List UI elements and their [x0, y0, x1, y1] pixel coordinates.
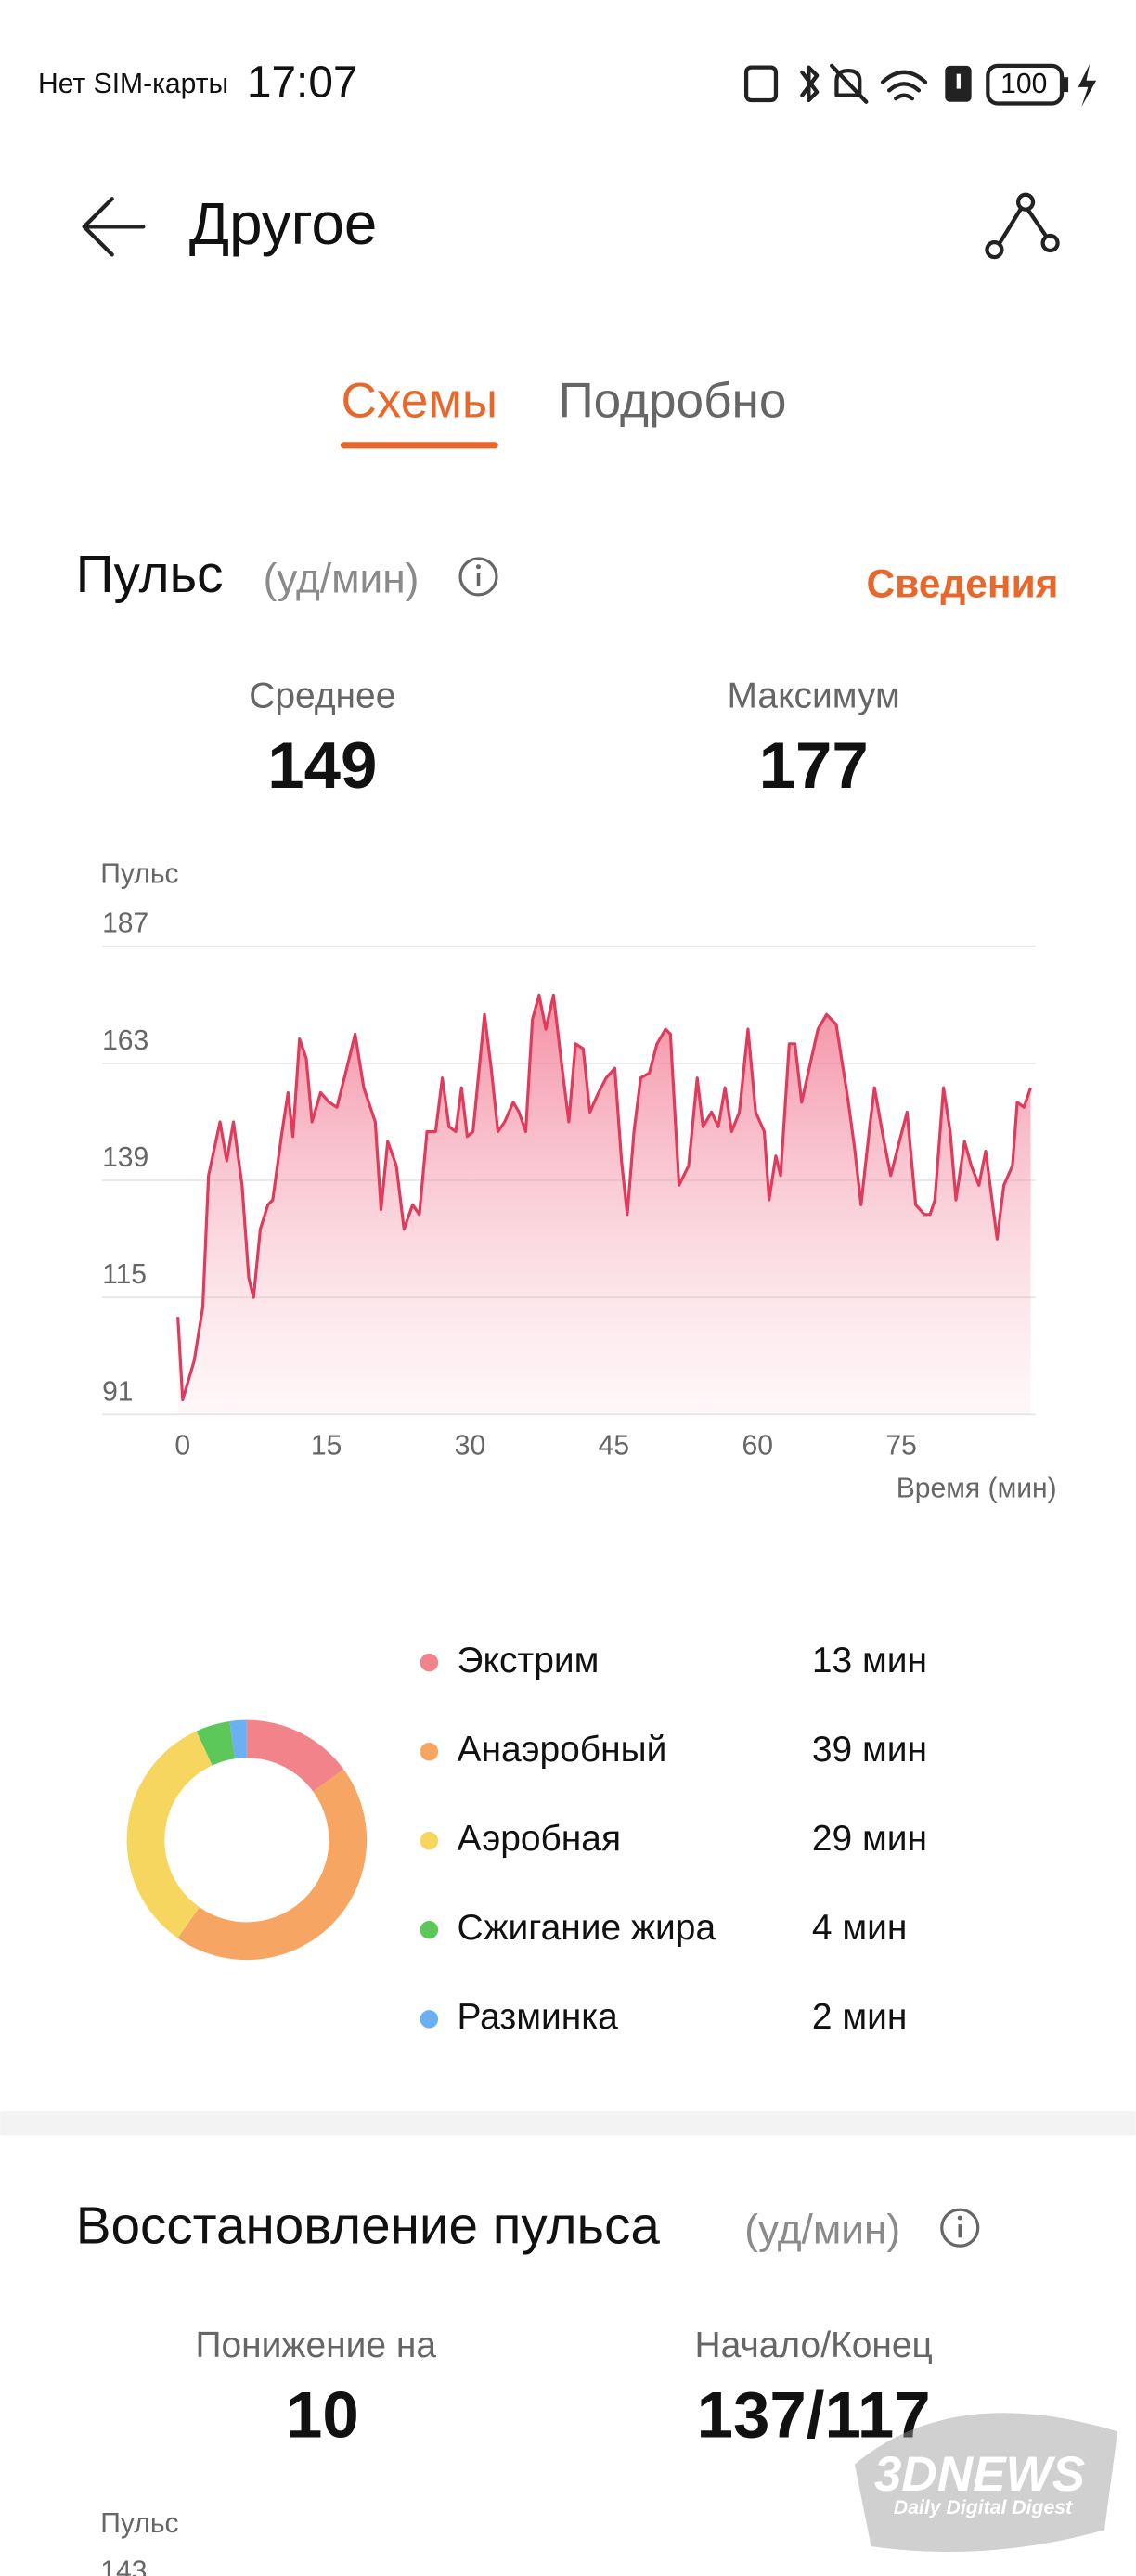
zone-duration: 29 мин [812, 1819, 927, 1859]
zone-segment [196, 1720, 236, 1766]
section-title: Восстановление пульса [76, 2196, 661, 2255]
legend-label: Экстрим [457, 1641, 599, 1681]
carrier: Нет SIM-карты [38, 69, 228, 99]
details-link[interactable]: Сведения [867, 562, 1059, 606]
y-tick-label: 143 [100, 2556, 147, 2576]
watermark-tagline: Daily Digital Digest [894, 2496, 1073, 2518]
pulse-area [177, 995, 1031, 1415]
x-tick-label: 30 [455, 1431, 485, 1462]
x-tick-label: 15 [311, 1431, 342, 1462]
zone-segment [177, 1769, 368, 1961]
x-tick-label: 75 [885, 1431, 916, 1462]
legend-label: Анаэробный [457, 1730, 666, 1770]
stat-label: Понижение на [196, 2325, 437, 2365]
pulse-line [176, 993, 1033, 1402]
y-tick-label: 187 [102, 908, 148, 939]
clock: 17:07 [247, 58, 358, 108]
y-tick-label: 91 [102, 1376, 133, 1407]
y-tick-label: 115 [102, 1259, 147, 1290]
legend-dot [420, 2010, 439, 2029]
legend-label: Разминка [457, 1997, 618, 2037]
zone-segment [126, 1731, 213, 1938]
stat-label: Начало/Конец [695, 2325, 933, 2365]
legend-dot [420, 1832, 439, 1850]
zone-duration: 39 мин [812, 1730, 927, 1770]
page-title: Другое [189, 190, 377, 257]
legend-label: Аэробная [457, 1819, 621, 1859]
status-icons [743, 63, 1097, 108]
zone-chart: Экстрим 13 мин Анаэробный 39 мин Аэробная 29 … [126, 1641, 927, 2037]
stat-label: Среднее [249, 676, 395, 716]
back-button[interactable] [82, 197, 146, 257]
y-axis-label: Пульс [100, 2508, 178, 2539]
stat-value: 137/117 [697, 2379, 931, 2453]
unit: (уд/мин) [744, 2208, 900, 2253]
x-tick-label: 45 [599, 1431, 629, 1462]
stat-value: 149 [267, 729, 377, 803]
y-axis-label: Пульс [100, 859, 178, 890]
y-tick-label: 139 [102, 1142, 148, 1173]
watermark: 3DNEWS Daily Digital Digest [854, 2413, 1118, 2553]
pulse-chart: Пульс Время (мин) 91 115 139 163 187 0 15 30 45 6… [100, 859, 1056, 1504]
section-divider [0, 2110, 1136, 2136]
stat-value: 177 [759, 729, 869, 803]
zone-segment [246, 1719, 344, 1793]
legend-dot [420, 1742, 439, 1761]
battery-level: 100 [1000, 69, 1047, 99]
section-title: Пульс [76, 546, 224, 604]
unit: (уд/мин) [264, 556, 420, 601]
info-icon[interactable] [940, 2208, 980, 2248]
x-tick-label: 60 [742, 1431, 773, 1462]
stat-value: 10 [286, 2379, 359, 2453]
tab[interactable]: Подробно [558, 374, 786, 429]
route-button[interactable] [985, 192, 1060, 260]
watermark-logo: 3DNEWS [874, 2447, 1085, 2502]
legend-dot [420, 1921, 439, 1939]
zone-segment [229, 1719, 248, 1759]
y-tick-label: 163 [102, 1025, 148, 1056]
info-icon[interactable] [458, 557, 498, 597]
x-tick-label: 0 [174, 1431, 190, 1462]
stat-label: Максимум [728, 676, 900, 716]
zone-duration: 4 мин [812, 1908, 907, 1948]
legend-label: Сжигание жира [457, 1908, 716, 1948]
zone-duration: 2 мин [812, 1997, 907, 2037]
legend-dot [420, 1653, 439, 1672]
tab-active[interactable]: Схемы [342, 374, 498, 429]
tab-indicator [340, 442, 498, 449]
zone-duration: 13 мин [812, 1641, 927, 1681]
x-axis-label: Время (мин) [897, 1474, 1057, 1504]
